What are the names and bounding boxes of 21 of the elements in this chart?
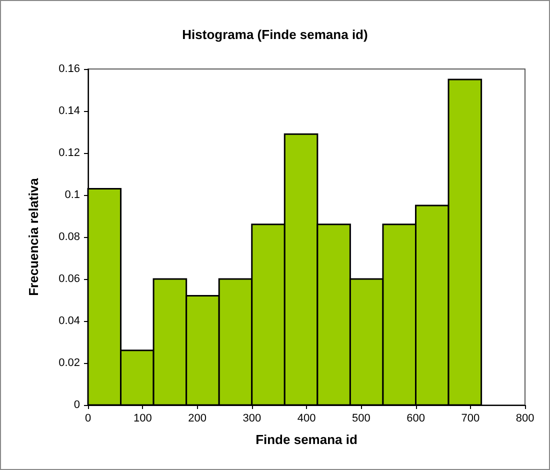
y-tick-label: 0.16	[58, 63, 80, 75]
x-tick-label: 400	[297, 412, 316, 424]
y-tick-label: 0.1	[64, 189, 80, 201]
x-tick-label: 200	[188, 412, 206, 424]
y-tick-label: 0.06	[58, 273, 80, 285]
y-tick-label: 0.02	[58, 357, 80, 369]
chart-title: Histograma (Finde semana id)	[182, 27, 368, 42]
y-axis-title: Frecuencia relativa	[26, 177, 41, 296]
x-tick-label: 500	[352, 412, 370, 424]
x-tick-label: 100	[133, 412, 152, 424]
x-tick-label: 700	[461, 412, 480, 424]
x-tick-label: 600	[406, 412, 425, 424]
y-tick-label: 0.08	[58, 231, 80, 243]
x-tick-label: 0	[84, 412, 92, 424]
x-tick-label: 300	[242, 412, 262, 424]
x-axis-title: Finde semana id	[256, 432, 358, 447]
y-tick-label: 0	[74, 399, 80, 411]
y-tick-label: 0.14	[58, 105, 80, 117]
x-tick-label: 800	[516, 412, 534, 424]
y-tick-label: 0.12	[58, 147, 80, 159]
y-tick-label: 0.04	[58, 315, 80, 327]
